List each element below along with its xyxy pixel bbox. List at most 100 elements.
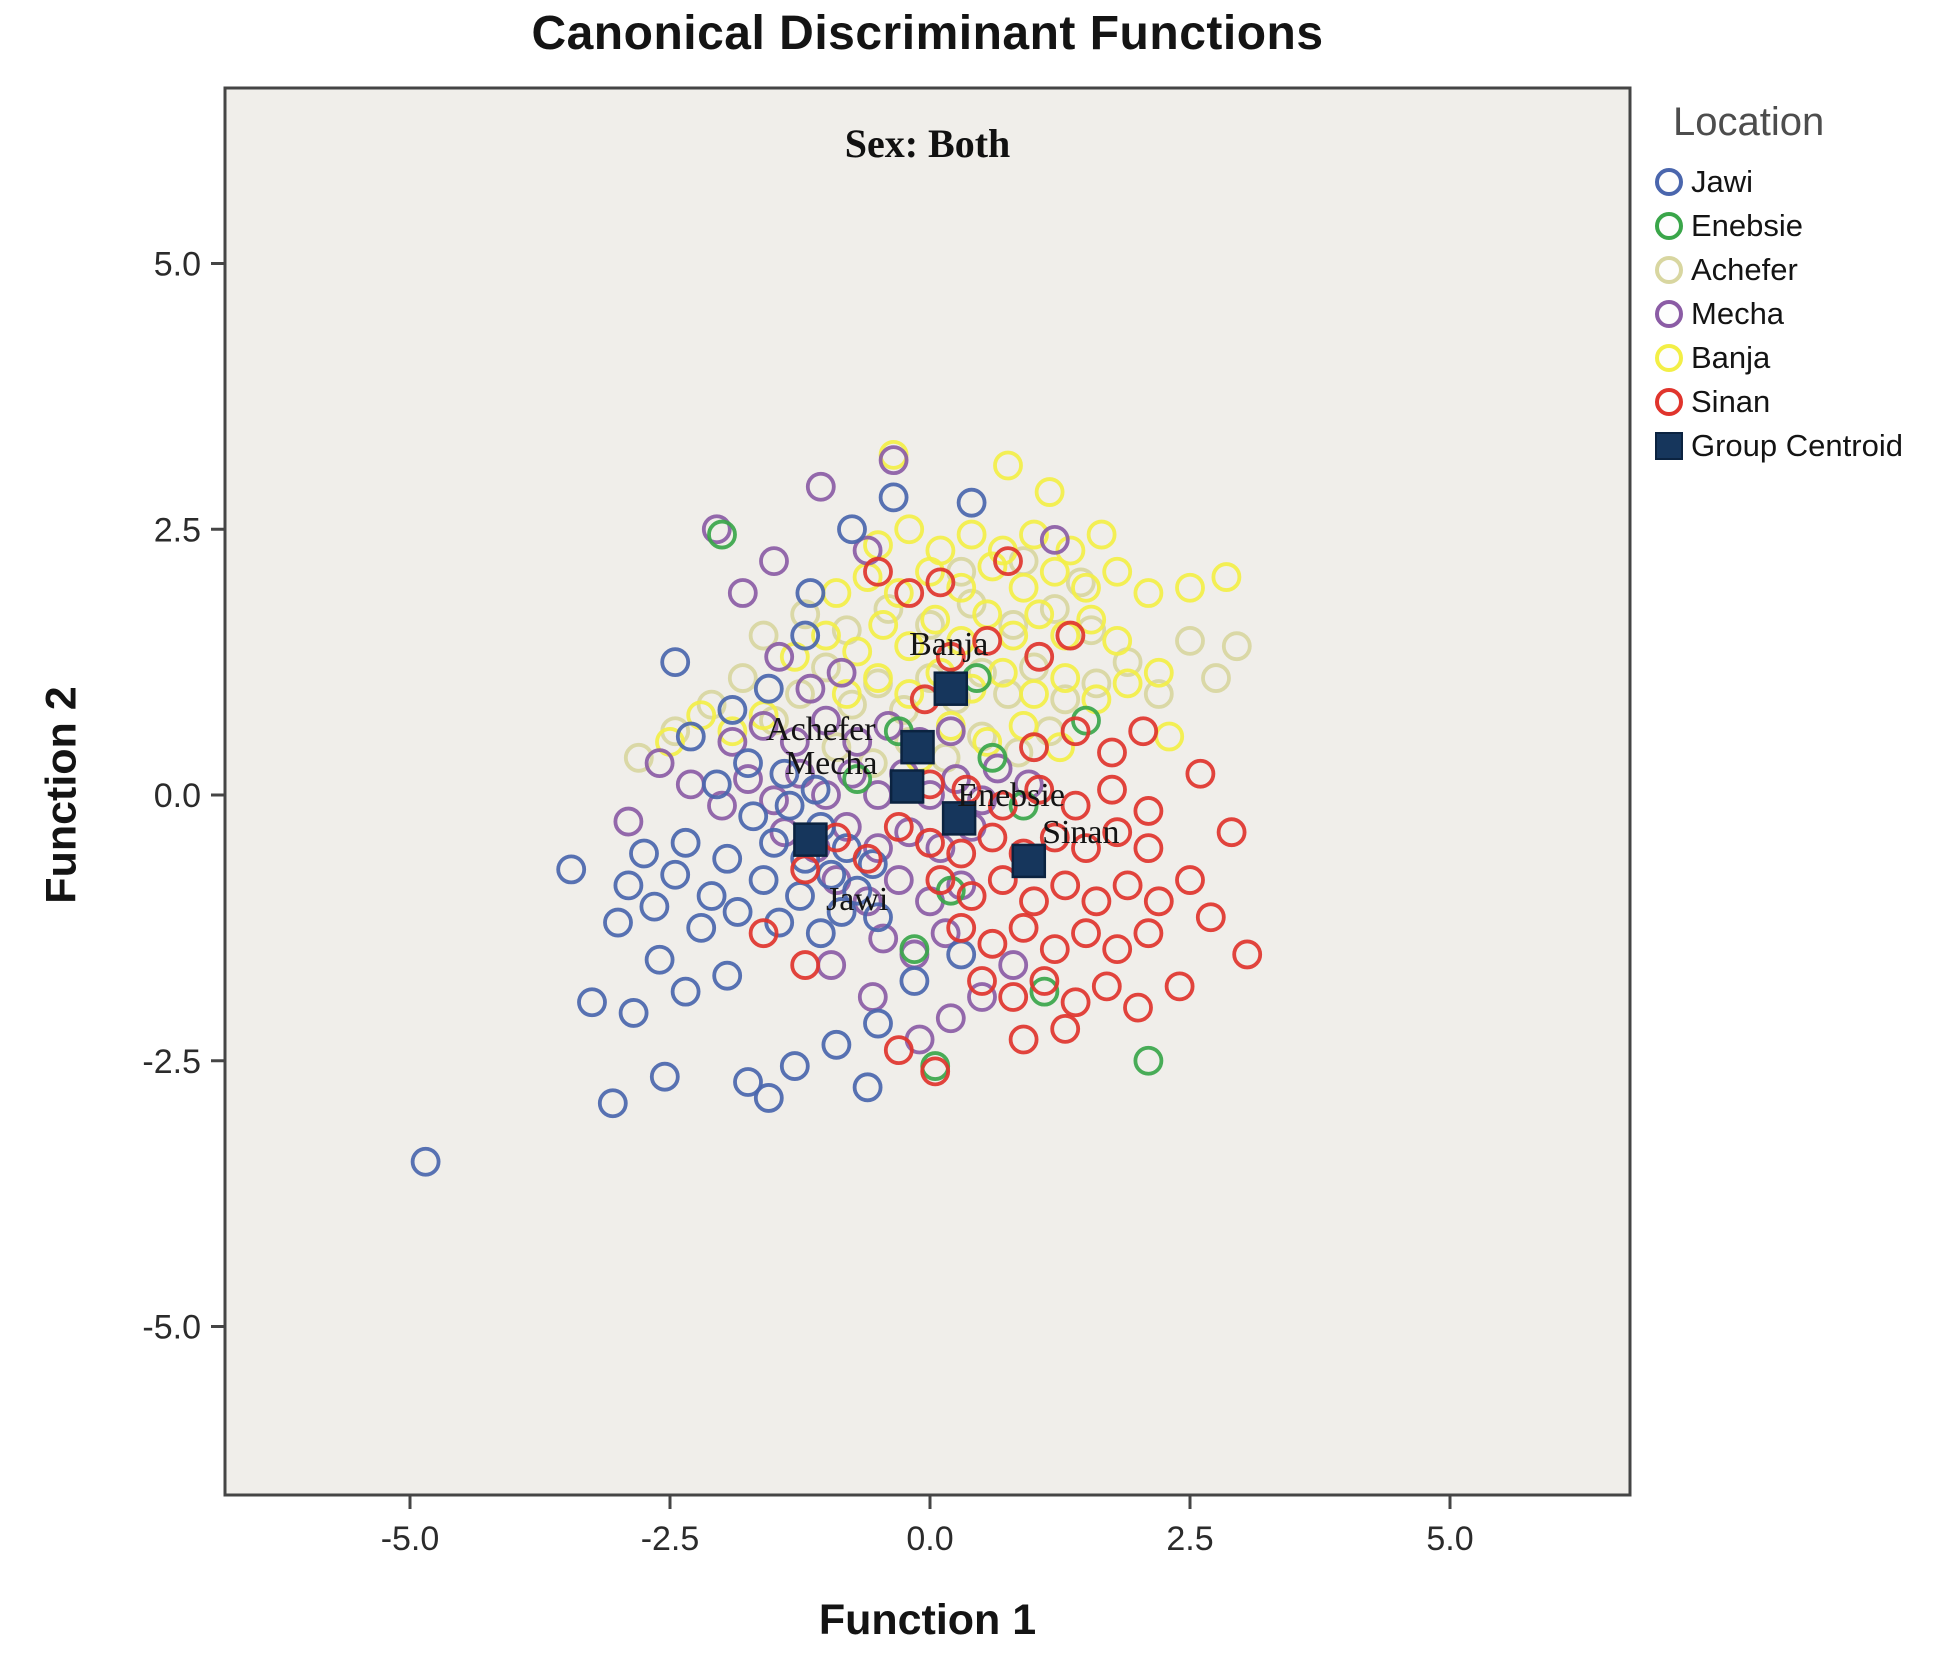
centroid-label-enebsie: Enebsie	[957, 777, 1065, 814]
legend-item-label: Jawi	[1691, 164, 1754, 199]
data-point-banja	[1112, 668, 1143, 699]
data-point-jawi	[577, 987, 607, 1018]
x-tick-label: 5.0	[1426, 1520, 1473, 1558]
legend-item-label: Achefer	[1691, 252, 1798, 287]
data-point-mecha	[837, 758, 867, 789]
data-point-jawi	[842, 875, 873, 906]
data-point-banja	[894, 514, 925, 545]
data-point-jawi	[748, 865, 779, 895]
legend-item-achefer: Achefer	[1655, 251, 1953, 289]
data-point-mecha	[998, 950, 1029, 980]
data-point-jawi	[800, 774, 831, 805]
data-point-sinan	[1024, 774, 1055, 805]
data-point-mecha	[878, 445, 909, 476]
data-point-sinan	[987, 865, 1018, 895]
data-point-jawi	[863, 902, 893, 933]
data-point-jawi	[701, 769, 732, 800]
data-point-sinan	[748, 918, 779, 949]
y-tick-label: -2.5	[142, 1043, 201, 1081]
data-point-sinan	[987, 790, 1018, 821]
centroid-label-mecha: Mecha	[785, 745, 878, 782]
x-tick-label: -5.0	[381, 1520, 440, 1558]
data-point-jawi	[712, 843, 743, 874]
data-point-jawi	[717, 695, 748, 725]
data-point-sinan	[1039, 934, 1070, 965]
data-point-enebsie	[707, 519, 737, 550]
data-point-banja	[1071, 572, 1101, 603]
y-tick-label: 5.0	[154, 246, 201, 284]
data-point-sinan	[790, 950, 821, 980]
data-point-jawi	[837, 514, 867, 545]
data-point-sinan	[956, 881, 987, 911]
data-point-achefer	[811, 652, 841, 683]
data-point-jawi	[899, 966, 930, 996]
data-point-jawi	[686, 912, 717, 943]
data-point-sinan	[998, 982, 1029, 1012]
data-point-enebsie	[899, 934, 930, 965]
data-point-banja	[1019, 519, 1049, 550]
data-point-sinan	[1055, 620, 1086, 651]
data-point-sinan	[935, 641, 966, 672]
centroid-enebsie	[941, 801, 977, 836]
data-point-jawi	[644, 944, 675, 975]
centroid-square-icon	[1655, 432, 1683, 460]
data-point-jawi	[878, 482, 909, 513]
data-point-sinan	[1133, 918, 1164, 949]
data-point-sinan	[1071, 833, 1101, 864]
data-point-jawi	[649, 1061, 680, 1092]
data-point-banja	[1133, 578, 1164, 608]
data-point-banja	[1008, 572, 1039, 603]
data-point-jawi	[733, 1067, 763, 1097]
data-point-jawi	[805, 918, 836, 949]
data-point-banja	[956, 519, 987, 550]
data-point-mecha	[842, 726, 873, 757]
data-point-mecha	[764, 641, 795, 672]
data-point-sinan	[894, 578, 925, 608]
data-point-sinan	[1081, 886, 1112, 917]
data-point-mecha	[967, 785, 997, 816]
data-point-sinan	[1175, 865, 1205, 895]
data-point-banja	[1034, 477, 1065, 507]
data-point-jawi	[722, 897, 753, 927]
centroid-label-sinan: Sinan	[1042, 814, 1119, 851]
data-point-sinan	[863, 556, 893, 587]
data-point-achefer	[1175, 625, 1205, 656]
data-point-jawi	[764, 907, 795, 938]
data-point-jawi	[556, 854, 587, 885]
data-point-achefer	[821, 732, 852, 763]
data-point-mecha	[863, 833, 893, 864]
series-enebsie-points	[707, 519, 1164, 1081]
data-point-banja	[1102, 625, 1133, 656]
data-point-mecha	[935, 716, 966, 747]
data-point-jawi	[956, 487, 987, 518]
legend-title: Location	[1673, 100, 1825, 144]
data-point-jawi	[857, 849, 888, 879]
data-point-banja	[863, 663, 893, 693]
y-tick-label: -5.0	[142, 1309, 201, 1347]
open-circle-icon	[1655, 212, 1683, 240]
data-point-achefer	[1039, 594, 1070, 624]
data-point-achefer	[1065, 567, 1096, 598]
data-point-enebsie	[1133, 1045, 1164, 1076]
legend-item-banja: Banja	[1655, 339, 1953, 377]
data-point-banja	[977, 551, 1008, 582]
data-point-mecha	[707, 790, 737, 821]
data-point-sinan	[1050, 1013, 1081, 1044]
centroid-label-banja: Banja	[909, 626, 988, 663]
data-point-banja	[894, 631, 925, 662]
data-point-jawi	[597, 1088, 628, 1119]
data-point-achefer	[696, 689, 727, 720]
open-circle-icon	[1655, 256, 1683, 284]
data-point-enebsie	[977, 742, 1008, 773]
data-point-sinan	[1133, 796, 1164, 826]
data-point-sinan	[852, 843, 883, 874]
data-point-sinan	[925, 567, 956, 598]
data-point-banja	[1143, 657, 1174, 688]
facet-label: Sex: Both	[844, 121, 1011, 166]
data-point-banja	[972, 726, 1003, 757]
data-point-mecha	[805, 471, 836, 502]
data-point-sinan	[925, 865, 956, 895]
data-point-sinan	[1128, 716, 1159, 747]
data-point-sinan	[1029, 966, 1060, 996]
